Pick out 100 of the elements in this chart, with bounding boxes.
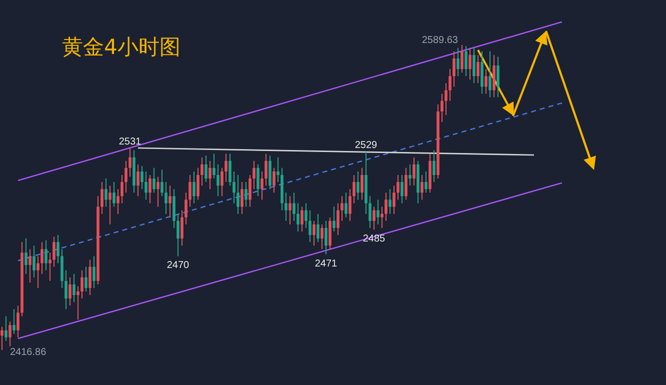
candlestick — [80, 270, 84, 300]
candlestick — [112, 182, 116, 208]
candlestick — [452, 50, 456, 88]
candlestick — [140, 166, 144, 190]
candlestick — [300, 206, 304, 232]
candlestick — [368, 196, 372, 228]
candlestick — [296, 202, 300, 232]
candlestick — [472, 47, 476, 84]
candlestick — [420, 174, 424, 200]
candlestick — [144, 170, 148, 200]
candlestick — [52, 236, 56, 268]
candlestick — [160, 169, 164, 197]
candlestick — [380, 206, 384, 228]
candlestick — [304, 202, 308, 228]
candlestick — [324, 220, 328, 255]
candlestick — [204, 155, 208, 183]
candlestick — [372, 206, 376, 230]
candlestick — [192, 170, 196, 204]
candlestick — [64, 270, 68, 310]
candlestick — [444, 82, 448, 116]
candlestick — [200, 156, 204, 186]
annotation: 2485 — [362, 234, 386, 245]
candlestick — [216, 164, 220, 197]
annotation: 2589.63 — [422, 35, 458, 46]
candlestick — [180, 210, 184, 246]
candlestick — [104, 178, 108, 208]
title: 黄金4小时图 — [62, 35, 180, 59]
candlestick — [456, 47, 460, 77]
candlestick — [312, 220, 316, 246]
candlestick — [232, 170, 236, 204]
candlestick — [356, 170, 360, 200]
candlestick — [276, 156, 280, 183]
candlestick — [316, 213, 320, 243]
candlestick — [256, 164, 260, 197]
candlestick — [348, 188, 352, 222]
candlestick — [408, 164, 412, 186]
candlestick — [164, 182, 168, 214]
candlestick — [440, 93, 444, 123]
candlestick — [100, 182, 104, 214]
candlestick — [4, 316, 8, 342]
candlestick — [244, 182, 248, 208]
candlestick — [308, 210, 312, 243]
candlestick — [464, 46, 468, 77]
candlestick — [12, 308, 16, 334]
candlestick — [448, 68, 452, 102]
candlestick — [340, 196, 344, 222]
annotation: 2470 — [166, 260, 190, 272]
candlestick — [212, 153, 216, 180]
candlestick — [208, 160, 212, 190]
annotation: 2531 — [118, 136, 142, 148]
candlestick — [320, 224, 324, 250]
candlestick — [412, 156, 416, 186]
annotation: 2529 — [354, 140, 378, 152]
candlestick — [44, 240, 48, 271]
candlestick — [432, 150, 436, 183]
annotation: 2471 — [314, 258, 338, 270]
candlestick — [252, 160, 256, 190]
candlestick — [76, 286, 80, 320]
candlestick — [496, 56, 500, 98]
candlestick — [28, 248, 32, 284]
candlestick — [108, 185, 112, 225]
candlestick — [196, 167, 200, 200]
candlestick — [72, 273, 76, 303]
candlestick — [0, 326, 4, 350]
candlestick — [40, 242, 44, 274]
candlestick — [184, 192, 188, 225]
candlestick — [388, 188, 392, 214]
candlestick — [128, 148, 132, 178]
candlestick — [344, 192, 348, 218]
candlestick — [224, 153, 228, 183]
candlestick — [92, 256, 96, 288]
candlestick — [484, 68, 488, 94]
candlestick — [424, 170, 428, 194]
annotation: 2416.86 — [10, 347, 46, 358]
candlestick — [248, 174, 252, 208]
candlestick — [156, 176, 160, 208]
candlestick — [376, 199, 380, 225]
candlestick — [56, 234, 60, 264]
candlestick — [332, 206, 336, 232]
candlestick — [88, 259, 92, 296]
candlestick — [404, 167, 408, 200]
candlestick — [260, 170, 264, 200]
candlestick — [32, 245, 36, 278]
candlestick — [176, 213, 180, 257]
candlestick — [48, 252, 52, 282]
candlestick — [392, 185, 396, 214]
candlestick — [8, 321, 12, 347]
candlestick — [284, 192, 288, 222]
candlestick — [272, 167, 276, 194]
candlestick — [468, 47, 472, 80]
candlestick — [24, 238, 28, 274]
candlestick — [148, 174, 152, 204]
candlestick — [352, 174, 356, 204]
candlestick — [396, 174, 400, 200]
candlestick — [188, 174, 192, 208]
candlestick — [68, 276, 72, 306]
candlestick — [360, 167, 364, 200]
candlestick — [36, 256, 40, 288]
candlestick — [220, 167, 224, 197]
candlestick — [228, 153, 232, 186]
